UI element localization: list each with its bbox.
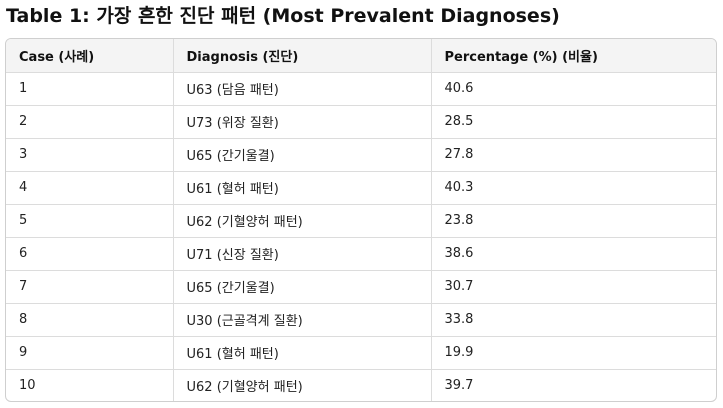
cell-percentage: 23.8 (431, 204, 716, 238)
cell-diagnosis: U73 (위장 질환) (173, 105, 432, 139)
table-row: 4 U61 (혈허 패턴) 40.3 (6, 171, 716, 205)
table-header: Case (사례) Diagnosis (진단) Percentage (%) … (6, 39, 716, 73)
cell-percentage: 19.9 (431, 336, 716, 370)
table-title: Table 1: 가장 흔한 진단 패턴 (Most Prevalent Dia… (6, 5, 560, 27)
cell-case: 2 (6, 105, 174, 139)
cell-case: 1 (6, 72, 174, 106)
cell-percentage: 40.6 (431, 72, 716, 106)
cell-diagnosis: U62 (기혈양허 패턴) (173, 204, 432, 238)
table-row: 5 U62 (기혈양허 패턴) 23.8 (6, 204, 716, 238)
cell-case: 5 (6, 204, 174, 238)
cell-case: 4 (6, 171, 174, 205)
table-row: 10 U62 (기혈양허 패턴) 39.7 (6, 369, 716, 401)
table-row: 1 U63 (담음 패턴) 40.6 (6, 72, 716, 106)
table-row: 2 U73 (위장 질환) 28.5 (6, 105, 716, 139)
cell-diagnosis: U65 (간기울결) (173, 270, 432, 304)
cell-case: 7 (6, 270, 174, 304)
header-case: Case (사례) (6, 39, 174, 73)
table-row: 6 U71 (신장 질환) 38.6 (6, 237, 716, 271)
cell-percentage: 39.7 (444, 378, 474, 394)
table-body: 1 U63 (담음 패턴) 40.6 2 U73 (위장 질환) 28.5 3 … (6, 72, 716, 401)
cell-diagnosis: U61 (혈허 패턴) (173, 171, 432, 205)
cell-case: 10 (6, 369, 174, 401)
cell-diagnosis: U65 (간기울결) (173, 138, 432, 172)
diagnoses-table: Case (사례) Diagnosis (진단) Percentage (%) … (6, 39, 716, 401)
cell-percentage: 28.5 (431, 105, 716, 139)
cell-case: 8 (6, 303, 174, 337)
cell-percentage: 38.6 (431, 237, 716, 271)
diagnoses-table-container: Case (사례) Diagnosis (진단) Percentage (%) … (5, 38, 717, 402)
cell-case: 9 (6, 336, 174, 370)
table-row: 8 U30 (근골격계 질환) 33.8 (6, 303, 716, 337)
cell-diagnosis: U62 (기혈양허 패턴) (173, 369, 432, 401)
table-row: 3 U65 (간기울결) 27.8 (6, 138, 716, 172)
table-row: 9 U61 (혈허 패턴) 19.9 (6, 336, 716, 370)
cell-case: 6 (6, 237, 174, 271)
cell-diagnosis: U63 (담음 패턴) (173, 72, 432, 106)
cell-diagnosis: U71 (신장 질환) (173, 237, 432, 271)
cell-percentage: 27.8 (431, 138, 716, 172)
header-diagnosis: Diagnosis (진단) (173, 39, 432, 73)
cell-percentage: 30.7 (431, 270, 716, 304)
cell-case: 3 (6, 138, 174, 172)
table-row: 7 U65 (간기울결) 30.7 (6, 270, 716, 304)
header-row: Case (사례) Diagnosis (진단) Percentage (%) … (6, 39, 716, 73)
cell-percentage: 40.3 (431, 171, 716, 205)
cell-diagnosis: U30 (근골격계 질환) (173, 303, 432, 337)
header-percentage: Percentage (%) (비율) (431, 39, 716, 73)
cell-percentage: 33.8 (431, 303, 716, 337)
cell-diagnosis: U61 (혈허 패턴) (173, 336, 432, 370)
